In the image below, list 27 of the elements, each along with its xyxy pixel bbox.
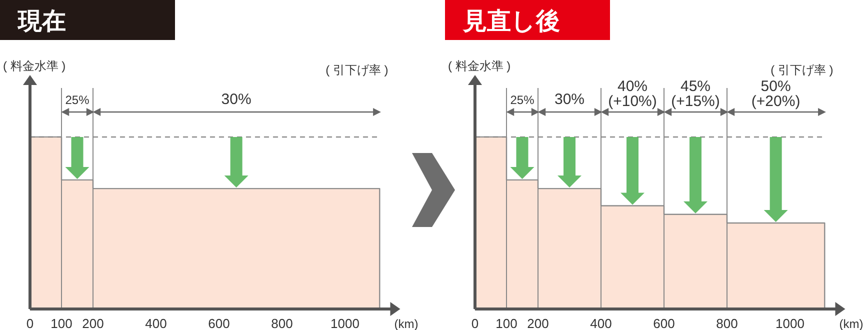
x-tick-label: 800	[271, 316, 293, 330]
x-tick-label: 0	[471, 316, 479, 330]
text: ( 引下げ率 )	[770, 63, 834, 77]
text: 40% (+10%)	[608, 78, 657, 110]
text: 25%	[65, 93, 90, 107]
x-tick-label: 400	[590, 316, 612, 330]
text: ( 引下げ率 )	[326, 63, 388, 77]
x-tick-label: 100	[496, 316, 518, 330]
x-tick-label: 0	[26, 316, 34, 330]
x-tick-label: 1000	[330, 316, 360, 330]
x-tick-label: 600	[208, 316, 230, 330]
text: 50% (+20%)	[751, 78, 800, 110]
x-tick-label: 100	[50, 316, 72, 330]
y-axis-title: ( 料金水準 )	[3, 59, 66, 73]
x-tick-label: 200	[82, 316, 104, 330]
chart-title: 見直し後	[462, 8, 560, 35]
y-axis-title: ( 料金水準 )	[448, 59, 511, 73]
x-tick-label: 600	[653, 316, 675, 330]
chart-title: 現在	[17, 8, 66, 35]
x-tick-label: 1000	[776, 316, 804, 330]
x-tick-label: 400	[145, 316, 167, 330]
text: 30%	[221, 91, 252, 108]
x-tick-label: 200	[527, 316, 549, 330]
text: 30%	[554, 91, 585, 108]
text: 25%	[510, 93, 535, 107]
x-tick-label: 800	[716, 316, 738, 330]
text: 45% (+15%)	[671, 78, 720, 110]
